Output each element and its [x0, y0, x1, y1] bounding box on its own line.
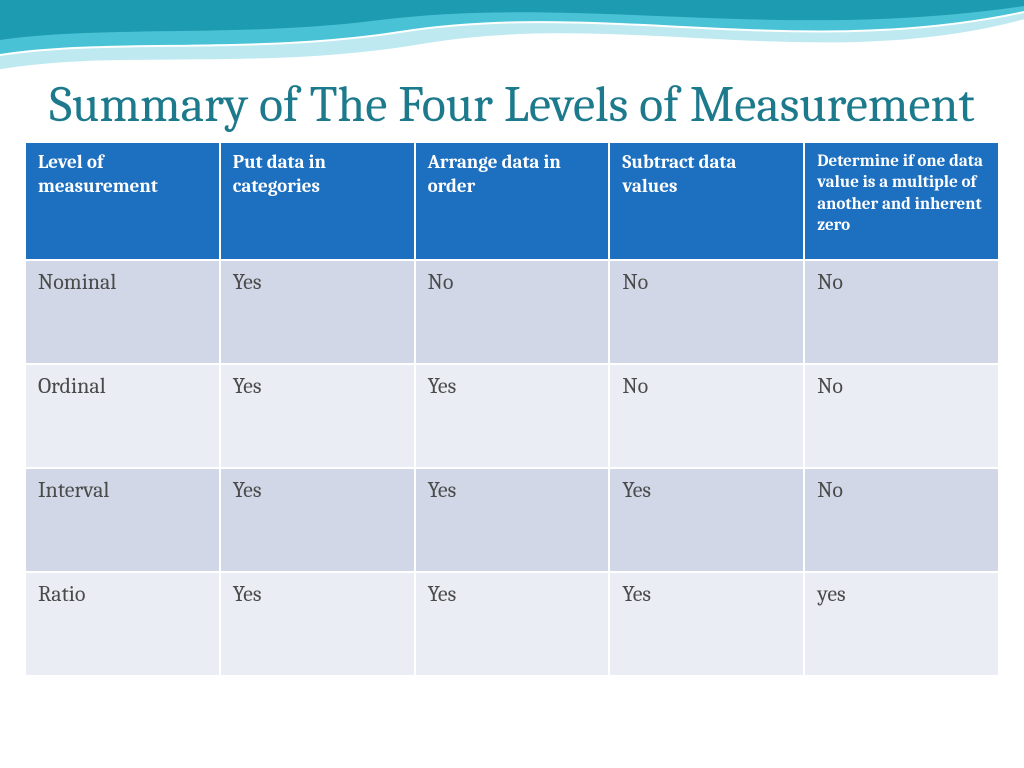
table-row: Ordinal Yes Yes No No [25, 364, 999, 468]
col-header-order: Arrange data in order [415, 142, 610, 260]
cell-order: Yes [415, 572, 610, 676]
col-header-categories: Put data in categories [220, 142, 415, 260]
cell-level: Nominal [25, 260, 220, 364]
cell-categories: Yes [220, 260, 415, 364]
col-header-subtract: Subtract data values [609, 142, 804, 260]
slide-title: Summary of The Four Levels of Measuremen… [0, 0, 1024, 141]
cell-multiple: No [804, 468, 999, 572]
cell-order: Yes [415, 468, 610, 572]
cell-subtract: No [609, 364, 804, 468]
table-row: Interval Yes Yes Yes No [25, 468, 999, 572]
cell-level: Ordinal [25, 364, 220, 468]
col-header-level: Level of measurement [25, 142, 220, 260]
cell-multiple: No [804, 260, 999, 364]
measurement-table-container: Level of measurement Put data in categor… [0, 141, 1024, 677]
cell-order: No [415, 260, 610, 364]
table-row: Ratio Yes Yes Yes yes [25, 572, 999, 676]
table-header-row: Level of measurement Put data in categor… [25, 142, 999, 260]
cell-categories: Yes [220, 572, 415, 676]
cell-subtract: No [609, 260, 804, 364]
cell-subtract: Yes [609, 468, 804, 572]
cell-level: Interval [25, 468, 220, 572]
cell-categories: Yes [220, 468, 415, 572]
cell-multiple: No [804, 364, 999, 468]
cell-level: Ratio [25, 572, 220, 676]
cell-subtract: Yes [609, 572, 804, 676]
col-header-multiple: Determine if one data value is a multipl… [804, 142, 999, 260]
cell-order: Yes [415, 364, 610, 468]
table-row: Nominal Yes No No No [25, 260, 999, 364]
cell-categories: Yes [220, 364, 415, 468]
cell-multiple: yes [804, 572, 999, 676]
measurement-table: Level of measurement Put data in categor… [24, 141, 1000, 677]
